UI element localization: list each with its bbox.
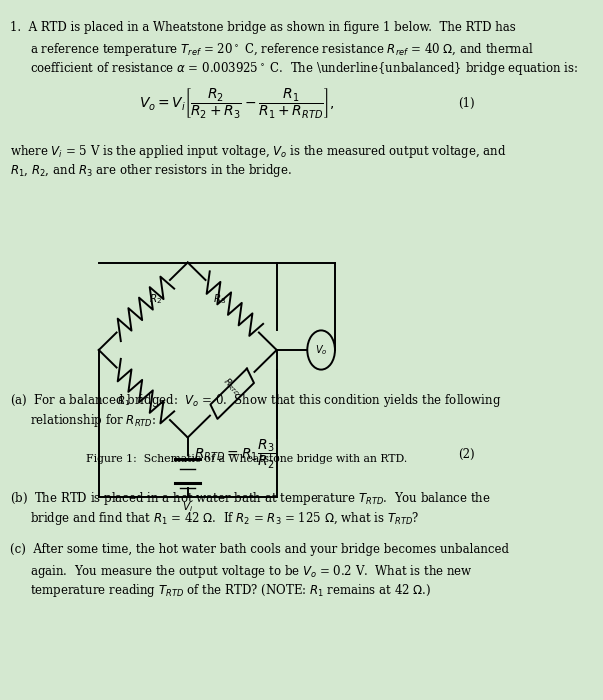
Text: (a)  For a balanced bridged:  $V_o$ = 0.  Show that this condition yields the fo: (a) For a balanced bridged: $V_o$ = 0. S… [10, 392, 501, 409]
Text: where $V_i$ = 5 V is the applied input voltage, $V_o$ is the measured output vol: where $V_i$ = 5 V is the applied input v… [10, 143, 507, 160]
Text: $V_i$: $V_i$ [182, 500, 194, 514]
Text: $R_{RTD}$: $R_{RTD}$ [220, 375, 244, 398]
Text: (c)  After some time, the hot water bath cools and your bridge becomes unbalance: (c) After some time, the hot water bath … [10, 543, 509, 556]
Text: a reference temperature $T_{ref}$ = 20$^\circ$ C, reference resistance $R_{ref}$: a reference temperature $T_{ref}$ = 20$^… [30, 41, 533, 57]
Text: (2): (2) [458, 448, 475, 461]
Text: bridge and find that $R_1$ = 42 $\Omega$.  If $R_2$ = $R_3$ = 125 $\Omega$, what: bridge and find that $R_1$ = 42 $\Omega$… [30, 510, 419, 526]
Text: again.  You measure the output voltage to be $V_o$ = 0.2 V.  What is the new: again. You measure the output voltage to… [30, 563, 472, 580]
Text: 1.  A RTD is placed in a Wheatstone bridge as shown in figure 1 below.  The RTD : 1. A RTD is placed in a Wheatstone bridg… [10, 21, 516, 34]
Text: $R_1$: $R_1$ [117, 394, 130, 407]
Text: relationship for $R_{RTD}$:: relationship for $R_{RTD}$: [30, 412, 156, 428]
Text: (b)  The RTD is placed in a hot water bath at temperature $T_{RTD}$.  You balanc: (b) The RTD is placed in a hot water bat… [10, 490, 491, 507]
Text: $V_o$: $V_o$ [315, 343, 327, 357]
Text: coefficient of resistance $\alpha$ = 0.003925$^\circ$ C.  The \underline{unbalan: coefficient of resistance $\alpha$ = 0.0… [30, 60, 578, 77]
Text: $R_3$: $R_3$ [213, 293, 227, 306]
Text: $R_2$: $R_2$ [149, 293, 162, 306]
Text: $R_{RTD} = R_1 \dfrac{R_3}{R_2}.$: $R_{RTD} = R_1 \dfrac{R_3}{R_2}.$ [194, 438, 280, 471]
Text: $R_1$, $R_2$, and $R_3$ are other resistors in the bridge.: $R_1$, $R_2$, and $R_3$ are other resist… [10, 162, 292, 179]
Text: $V_o = V_i \left[ \dfrac{R_2}{R_2 + R_3} - \dfrac{R_1}{R_1 + R_{RTD}} \right],$: $V_o = V_i \left[ \dfrac{R_2}{R_2 + R_3}… [139, 86, 335, 120]
Text: temperature reading $T_{RTD}$ of the RTD? (NOTE: $R_1$ remains at 42 $\Omega$.): temperature reading $T_{RTD}$ of the RTD… [30, 582, 431, 599]
Text: Figure 1:  Schematic of a Wheatstone bridge with an RTD.: Figure 1: Schematic of a Wheatstone brid… [86, 454, 408, 463]
Text: (1): (1) [458, 97, 475, 110]
